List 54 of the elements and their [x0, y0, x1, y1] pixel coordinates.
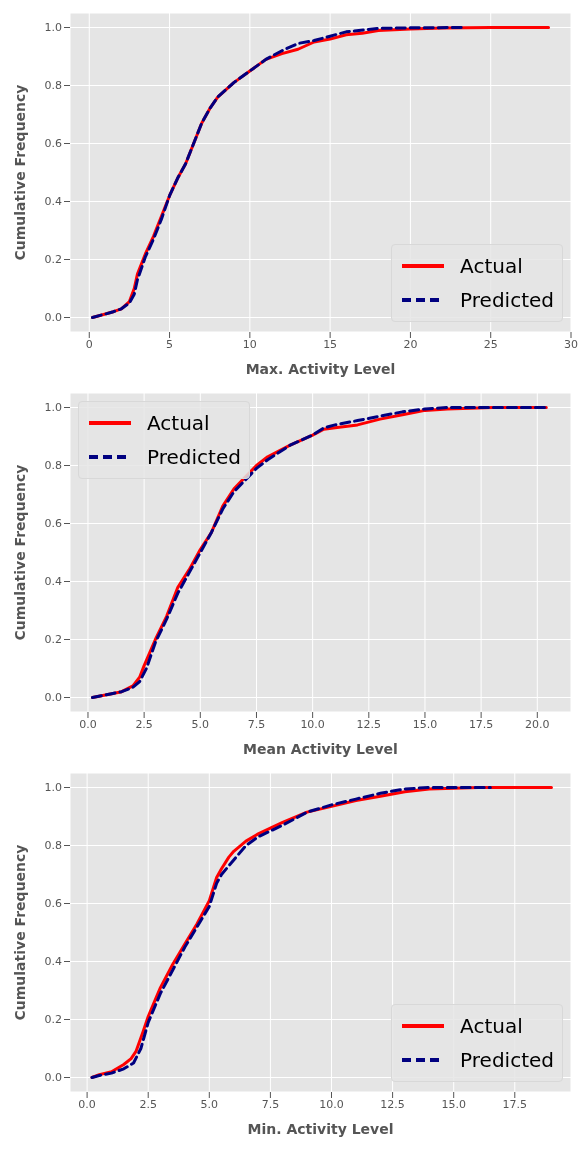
x-tick-label: 7.5	[261, 1097, 280, 1111]
x-tick-label: 10.0	[300, 717, 325, 731]
x-axis-title: Min. Activity Level	[247, 1121, 394, 1137]
y-tick-label: 0.0	[44, 1071, 62, 1085]
y-tick-label: 0.8	[44, 459, 62, 473]
x-tick-label: 5	[166, 337, 174, 351]
x-tick-label: 10.0	[319, 1097, 344, 1111]
x-tick-label: 30	[564, 337, 578, 351]
y-tick-label: 1.0	[44, 21, 62, 35]
y-tick-label: 0.6	[44, 137, 62, 151]
x-tick-label: 0.0	[78, 1097, 96, 1111]
x-tick-label: 0	[85, 337, 93, 351]
y-tick-label: 0.2	[44, 633, 62, 647]
x-axis-title: Mean Activity Level	[243, 741, 398, 757]
y-tick-label: 0.6	[44, 897, 62, 911]
x-tick-label: 17.5	[468, 717, 494, 731]
x-tick-label: 12.5	[380, 1097, 405, 1111]
legend-label: Actual	[460, 1014, 523, 1038]
y-axis-title: Cumulative Frequency	[11, 844, 28, 1021]
y-tick-label: 0.4	[44, 955, 62, 969]
x-tick-label: 7.5	[247, 717, 266, 731]
y-tick-label: 0.8	[44, 79, 62, 93]
x-tick-label: 0.0	[79, 717, 97, 731]
y-tick-label: 1.0	[44, 401, 62, 415]
legend-label: Predicted	[460, 288, 554, 312]
legend-label: Actual	[460, 254, 523, 278]
x-tick-label: 25	[483, 337, 498, 351]
x-tick-label: 12.5	[356, 717, 382, 731]
x-tick-label: 20	[403, 337, 418, 351]
y-tick-label: 0.2	[44, 253, 62, 267]
x-tick-label: 15.0	[412, 717, 438, 731]
y-tick-label: 0.0	[44, 311, 62, 325]
y-tick-label: 1.0	[44, 781, 62, 795]
legend-label: Actual	[147, 411, 210, 435]
x-tick-label: 17.5	[502, 1097, 528, 1111]
y-axis-title: Cumulative Frequency	[11, 84, 28, 261]
x-tick-label: 20.0	[525, 717, 550, 731]
y-tick-label: 0.8	[44, 839, 62, 853]
x-axis-title: Max. Activity Level	[245, 361, 396, 377]
y-tick-label: 0.4	[44, 575, 62, 589]
x-tick-label: 2.5	[135, 717, 153, 731]
x-tick-label: 15	[323, 337, 338, 351]
y-tick-label: 0.6	[44, 517, 62, 531]
y-tick-label: 0.0	[44, 691, 62, 705]
x-tick-label: 10	[242, 337, 257, 351]
legend-label: Predicted	[460, 1048, 554, 1072]
x-tick-label: 5.0	[200, 1097, 219, 1111]
y-tick-label: 0.4	[44, 195, 62, 209]
legend-label: Predicted	[147, 445, 241, 469]
y-axis-title: Cumulative Frequency	[11, 464, 28, 641]
y-tick-label: 0.2	[44, 1013, 62, 1027]
x-tick-label: 15.0	[441, 1097, 466, 1111]
x-tick-label: 5.0	[191, 717, 210, 731]
x-tick-label: 2.5	[139, 1097, 157, 1111]
